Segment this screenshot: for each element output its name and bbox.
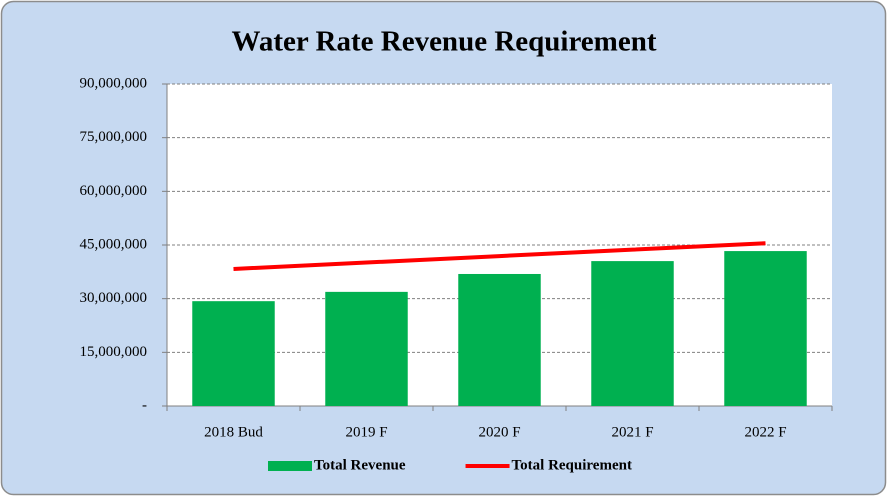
y-tick-label: 45,000,000: [80, 236, 148, 252]
bar: [325, 291, 408, 406]
legend-label: Total Requirement: [512, 457, 632, 473]
y-tick-label: 30,000,000: [80, 290, 148, 306]
y-tick-label: 75,000,000: [80, 129, 148, 145]
bar: [724, 251, 807, 406]
bar: [458, 273, 541, 406]
legend-label: Total Revenue: [314, 457, 406, 473]
x-tick-label: 2021 F: [611, 424, 653, 440]
chart-title: Water Rate Revenue Requirement: [232, 26, 657, 58]
bar: [591, 261, 674, 406]
x-tick-label: 2019 F: [345, 424, 387, 440]
y-tick-label: 90,000,000: [80, 75, 148, 91]
legend-swatch: [268, 461, 312, 471]
x-tick-label: 2020 F: [478, 424, 520, 440]
bar: [192, 301, 275, 406]
x-tick-label: 2018 Bud: [204, 424, 263, 440]
line: [233, 241, 766, 271]
y-tick-label: 60,000,000: [80, 183, 148, 199]
y-tick-label: 15,000,000: [80, 344, 148, 360]
y-tick-label: -: [142, 397, 147, 413]
x-tick-label: 2022 F: [744, 424, 786, 440]
